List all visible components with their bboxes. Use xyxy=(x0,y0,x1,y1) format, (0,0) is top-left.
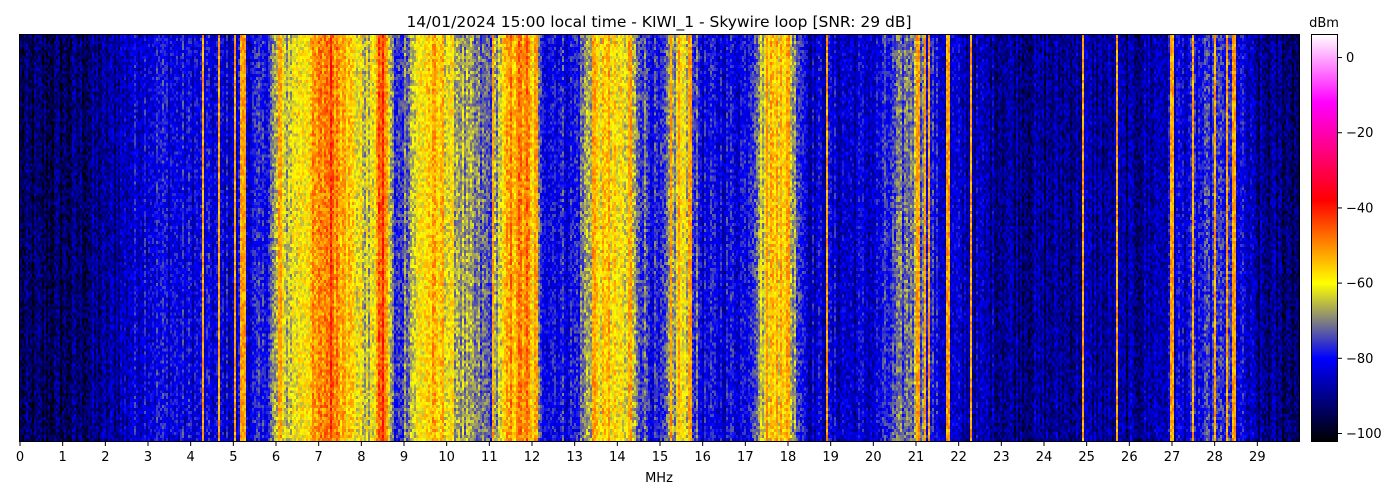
x-tick-label: 9 xyxy=(400,450,408,465)
x-tick-label: 10 xyxy=(438,450,455,465)
x-tick-label: 19 xyxy=(822,450,839,465)
colorbar-tick-label: 0 xyxy=(1346,51,1354,66)
colorbar-tick-label: −100 xyxy=(1346,427,1382,442)
x-tick-label: 7 xyxy=(315,450,323,465)
x-tick-label: 12 xyxy=(524,450,541,465)
x-tick-label: 26 xyxy=(1121,450,1138,465)
x-tick-label: 25 xyxy=(1078,450,1095,465)
x-tick-label: 15 xyxy=(652,450,669,465)
plot-frame xyxy=(19,34,1300,442)
x-tick-label: 21 xyxy=(908,450,925,465)
x-tick-label: 1 xyxy=(59,450,67,465)
x-tick-label: 6 xyxy=(272,450,280,465)
colorbar-tick-label: −80 xyxy=(1346,352,1373,367)
waterfall-heatmap xyxy=(20,35,1300,441)
x-tick-label: 8 xyxy=(357,450,365,465)
x-tick-label: 3 xyxy=(144,450,152,465)
x-tick-label: 17 xyxy=(737,450,754,465)
x-tick-label: 29 xyxy=(1249,450,1266,465)
colorbar-label: dBm xyxy=(1309,16,1339,31)
x-tick-label: 5 xyxy=(229,450,237,465)
colorbar-ticks: 0 −20 −40 −60 −80 −100 xyxy=(1338,51,1382,442)
colorbar-tick-label: −60 xyxy=(1346,277,1373,292)
colorbar xyxy=(1311,34,1338,442)
x-tick-label: 14 xyxy=(609,450,626,465)
x-tick-label: 27 xyxy=(1164,450,1181,465)
waterfall-raster xyxy=(20,35,1300,441)
x-tick-label: 23 xyxy=(993,450,1010,465)
x-tick-label: 13 xyxy=(566,450,583,465)
x-tick-label: 22 xyxy=(950,450,967,465)
x-tick-label: 2 xyxy=(101,450,109,465)
chart-title: 14/01/2024 15:00 local time - KIWI_1 - S… xyxy=(406,13,911,32)
x-tick-label: 18 xyxy=(780,450,797,465)
x-tick-label: 11 xyxy=(481,450,498,465)
x-tick-label: 28 xyxy=(1206,450,1223,465)
x-tick-label: 24 xyxy=(1036,450,1053,465)
x-tick-label: 20 xyxy=(865,450,882,465)
colorbar-tick-label: −40 xyxy=(1346,201,1373,216)
x-axis: 0 1 2 3 4 5 6 7 8 9 10 11 12 13 14 15 16 17 18 19 20 21 22 23 24… xyxy=(16,442,1266,465)
x-tick-label: 16 xyxy=(694,450,711,465)
x-axis-label: MHz xyxy=(645,471,673,486)
colorbar-tick-label: −20 xyxy=(1346,126,1373,141)
x-tick-label: 4 xyxy=(187,450,195,465)
x-tick-label: 0 xyxy=(16,450,24,465)
